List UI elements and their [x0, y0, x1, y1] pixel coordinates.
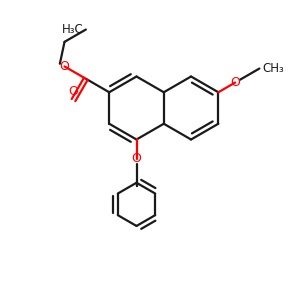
- Text: O: O: [59, 60, 69, 73]
- Text: H₃C: H₃C: [62, 23, 83, 36]
- Text: O: O: [69, 85, 79, 98]
- Text: O: O: [230, 76, 240, 89]
- Text: CH₃: CH₃: [262, 62, 284, 75]
- Text: O: O: [132, 152, 141, 166]
